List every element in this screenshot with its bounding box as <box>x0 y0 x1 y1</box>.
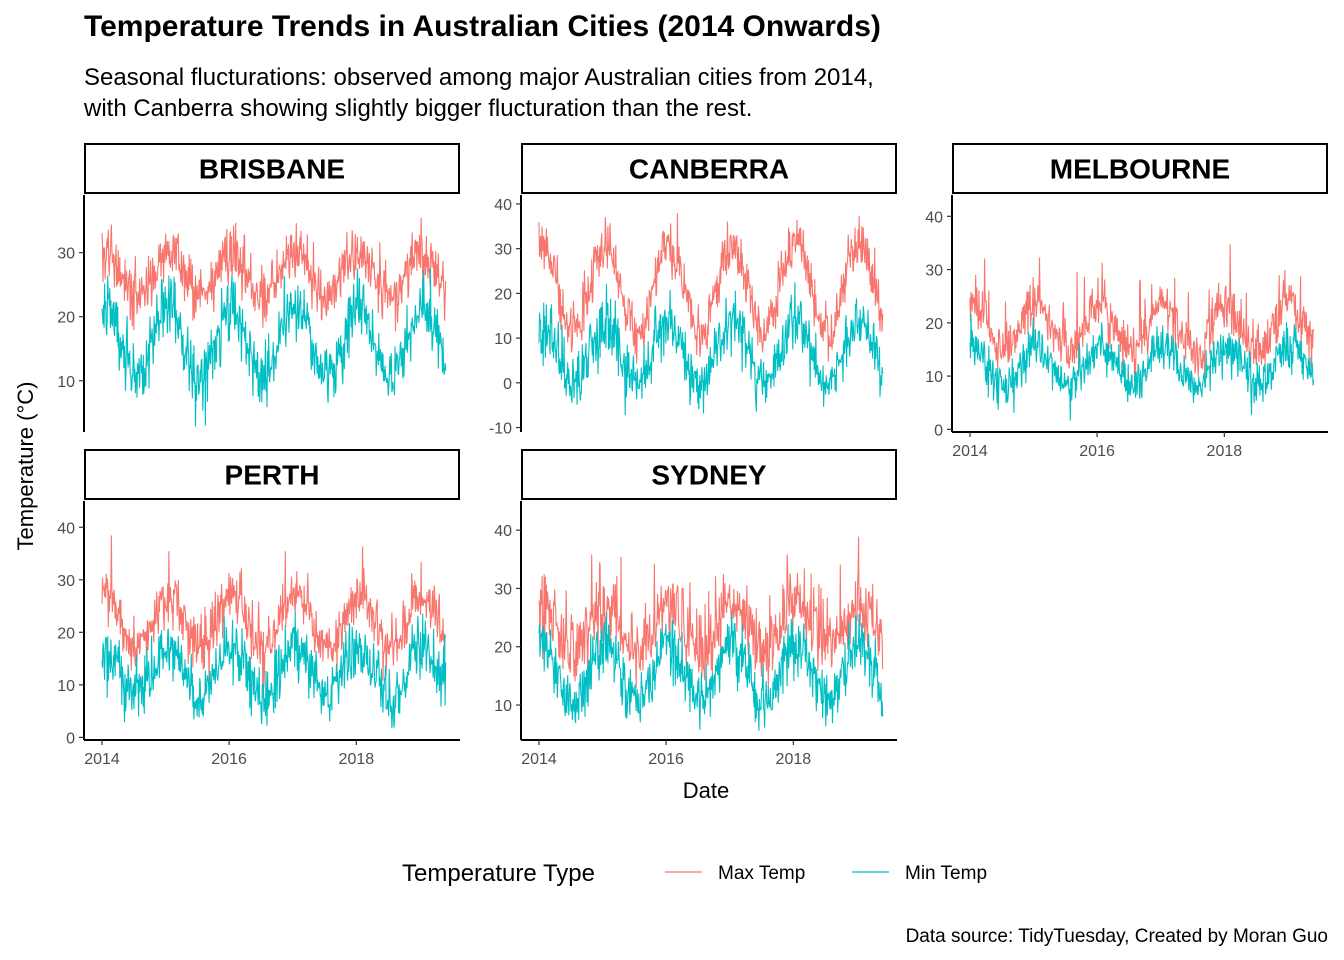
y-tick-label: 40 <box>57 520 75 537</box>
series-line-max-temp <box>538 213 884 364</box>
y-tick-label: 10 <box>494 331 512 348</box>
subtitle-line-2: with Canberra showing slightly bigger fl… <box>84 95 753 122</box>
y-tick-label: 10 <box>925 369 943 386</box>
y-tick-label: 0 <box>66 730 75 747</box>
facet-canberra: CANBERRA -10 0 10 20 30 40 <box>489 143 897 438</box>
x-tick-label: 2018 <box>776 751 812 768</box>
facet-strip-label: SYDNEY <box>651 460 766 491</box>
y-tick-label: 0 <box>503 376 512 393</box>
facet-sydney: SYDNEY 10 20 30 40 2014 2016 2018 <box>494 449 897 768</box>
facet-strip <box>84 143 460 194</box>
series-line-max-temp <box>101 217 447 332</box>
x-tick-label: 2014 <box>952 443 988 460</box>
facet-strip <box>521 143 897 194</box>
facet-strip <box>952 143 1328 194</box>
y-tick-label: 30 <box>494 242 512 259</box>
series-line-max-temp <box>538 536 884 689</box>
y-tick-label: 30 <box>57 246 75 263</box>
facet-strip-label: MELBOURNE <box>1050 154 1230 185</box>
y-tick-label: 30 <box>57 573 75 590</box>
y-tick-label: 30 <box>925 263 943 280</box>
legend: Temperature Type Max Temp Min Temp <box>402 860 987 887</box>
facet-strip-label: PERTH <box>225 460 320 491</box>
y-tick-label: 20 <box>57 625 75 642</box>
series-line-min-temp <box>538 612 884 731</box>
y-tick-label: 40 <box>925 209 943 226</box>
facet-perth: PERTH 0 10 20 30 40 2014 2016 2018 <box>57 449 460 768</box>
x-axis-title: Date <box>683 778 729 803</box>
facet-strip <box>521 449 897 500</box>
y-tick-label: 20 <box>494 640 512 657</box>
facet-brisbane: BRISBANE 10 20 30 <box>57 143 460 432</box>
facet-strip <box>84 449 460 500</box>
legend-label-min-temp: Min Temp <box>905 863 987 884</box>
series-line-min-temp <box>969 314 1315 421</box>
y-tick-label: 10 <box>494 698 512 715</box>
facets-layer: BRISBANE102030CANBERRA-10010203040MELBOU… <box>57 143 1328 768</box>
series-line-min-temp <box>101 612 447 729</box>
x-tick-label: 2014 <box>521 751 557 768</box>
x-tick-label: 2018 <box>339 751 375 768</box>
facet-melbourne: MELBOURNE 0 10 20 30 40 2014 2016 2018 <box>925 143 1328 460</box>
x-tick-label: 2018 <box>1207 443 1243 460</box>
y-tick-label: 10 <box>57 374 75 391</box>
y-axis-title: Temperature (°C) <box>13 382 38 551</box>
y-tick-label: 40 <box>494 197 512 214</box>
x-tick-label: 2014 <box>84 751 120 768</box>
subtitle-line-1: Seasonal flucturations: observed among m… <box>84 64 874 91</box>
x-tick-label: 2016 <box>648 751 684 768</box>
y-tick-label: 30 <box>494 581 512 598</box>
y-tick-label: -10 <box>489 421 512 438</box>
series-line-min-temp <box>101 268 447 427</box>
x-tick-label: 2016 <box>211 751 247 768</box>
facet-strip-label: CANBERRA <box>629 154 789 185</box>
chart-subtitle: Seasonal flucturations: observed among m… <box>84 62 1284 124</box>
facet-strip-label: BRISBANE <box>199 154 345 185</box>
legend-title: Temperature Type <box>402 860 595 887</box>
y-tick-label: 10 <box>57 678 75 695</box>
y-tick-label: 20 <box>494 286 512 303</box>
series-line-max-temp <box>101 535 447 699</box>
chart-title: Temperature Trends in Australian Cities … <box>84 10 881 43</box>
y-tick-label: 0 <box>934 422 943 439</box>
x-tick-label: 2016 <box>1079 443 1115 460</box>
legend-label-max-temp: Max Temp <box>718 863 805 884</box>
y-tick-label: 20 <box>925 316 943 333</box>
series-line-min-temp <box>538 282 884 416</box>
y-tick-label: 40 <box>494 523 512 540</box>
y-tick-label: 20 <box>57 310 75 327</box>
caption: Data source: TidyTuesday, Created by Mor… <box>906 926 1328 947</box>
series-line-max-temp <box>969 244 1315 382</box>
